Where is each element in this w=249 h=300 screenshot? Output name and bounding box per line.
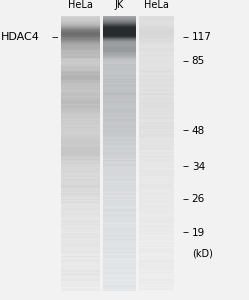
Text: 117: 117 (192, 32, 212, 43)
Text: 48: 48 (192, 125, 205, 136)
Text: --: -- (51, 32, 59, 43)
Text: --: -- (183, 194, 190, 205)
Text: --: -- (183, 125, 190, 136)
Text: (kD): (kD) (192, 248, 213, 259)
Text: HeLa: HeLa (68, 1, 93, 10)
Text: 26: 26 (192, 194, 205, 205)
Text: 19: 19 (192, 227, 205, 238)
Text: 85: 85 (192, 56, 205, 67)
Text: --: -- (183, 227, 190, 238)
Text: HDAC4: HDAC4 (1, 32, 40, 43)
Text: --: -- (183, 32, 190, 43)
Text: 34: 34 (192, 161, 205, 172)
Text: --: -- (183, 56, 190, 67)
Text: --: -- (183, 161, 190, 172)
Text: JK: JK (115, 1, 124, 10)
Text: HeLa: HeLa (144, 1, 169, 10)
